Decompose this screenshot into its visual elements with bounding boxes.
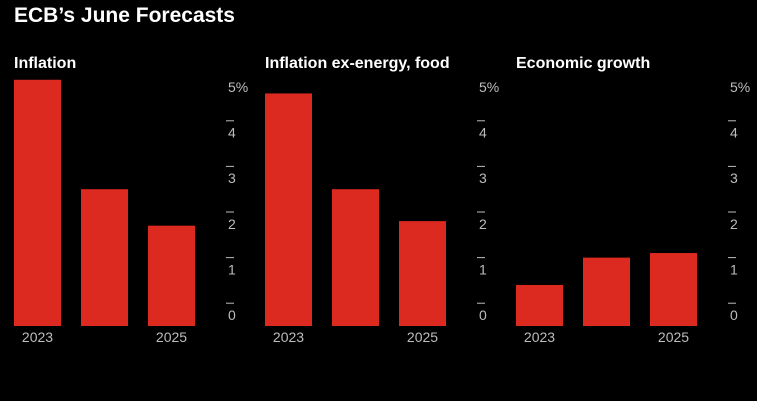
y-tick-label-3-4: 4: [730, 125, 738, 141]
y-tick-label-2-0: 0: [479, 307, 487, 323]
x-tick-label-1-3: 2025: [156, 329, 187, 345]
y-tick-label-3-0: 0: [730, 307, 738, 323]
bar-2-2024: [332, 189, 379, 326]
bar-1-2024: [81, 189, 128, 326]
y-tick-label-3-5: 5%: [730, 79, 750, 95]
x-tick-label-3-3: 2025: [658, 329, 689, 345]
x-tick-label-1-1: 2023: [22, 329, 53, 345]
y-tick-label-2-3: 3: [479, 170, 487, 186]
x-tick-label-2-3: 2025: [407, 329, 438, 345]
panel-title-inflation: Inflation: [14, 55, 77, 72]
bar-2-2023: [265, 93, 312, 326]
y-tick-label-2-1: 1: [479, 261, 487, 277]
y-tick-label-1-2: 2: [228, 216, 236, 232]
y-tick-label-2-4: 4: [479, 125, 487, 141]
y-tick-label-3-2: 2: [730, 216, 738, 232]
bar-3-2025: [650, 253, 697, 326]
x-tick-label-2-1: 2023: [273, 329, 304, 345]
bar-1-2025: [148, 225, 195, 326]
y-tick-label-1-3: 3: [228, 170, 236, 186]
bar-3-2024: [583, 257, 630, 326]
y-tick-label-3-1: 1: [730, 261, 738, 277]
y-tick-label-1-4: 4: [228, 125, 236, 141]
panel-title-growth: Economic growth: [516, 55, 651, 72]
y-tick-label-2-5: 5%: [479, 79, 499, 95]
bar-3-2023: [516, 284, 563, 326]
page-title: ECB’s June Forecasts: [14, 4, 235, 27]
x-tick-label-3-1: 2023: [524, 329, 555, 345]
bar-1-2023: [14, 79, 61, 326]
panel-title-core-inflation: Inflation ex-energy, food: [265, 55, 450, 72]
y-tick-label-3-3: 3: [730, 170, 738, 186]
y-tick-label-1-0: 0: [228, 307, 236, 323]
bar-2-2025: [399, 221, 446, 326]
y-tick-label-1-5: 5%: [228, 79, 248, 95]
y-tick-label-1-1: 1: [228, 261, 236, 277]
y-tick-label-2-2: 2: [479, 216, 487, 232]
